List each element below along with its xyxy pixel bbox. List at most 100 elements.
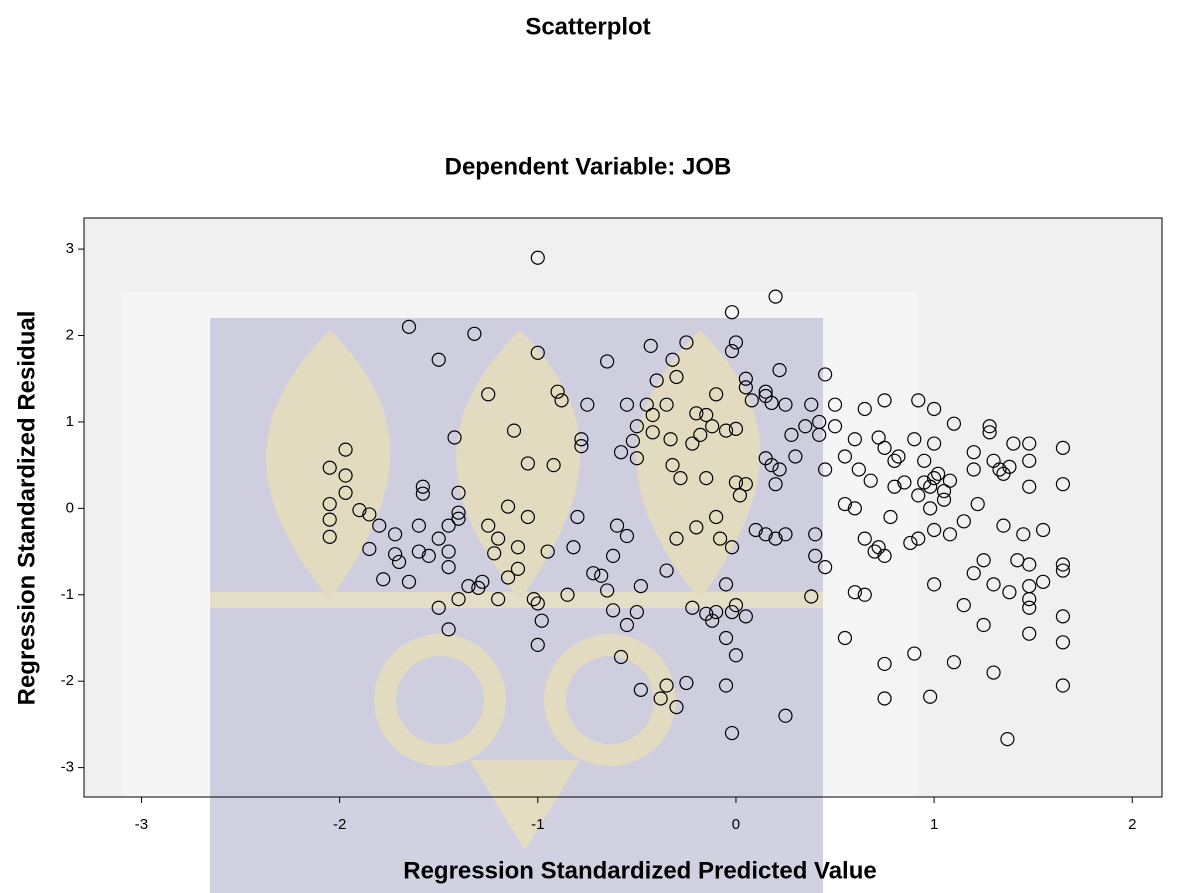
point <box>322 529 337 544</box>
point <box>923 479 938 494</box>
point <box>709 387 724 402</box>
point <box>778 527 793 542</box>
point <box>338 485 353 500</box>
x-tick-label: -3 <box>135 816 148 833</box>
point <box>768 477 783 492</box>
point <box>669 369 684 385</box>
point <box>936 492 952 507</box>
point <box>887 479 902 494</box>
point <box>772 362 787 378</box>
point <box>421 548 436 563</box>
point <box>798 419 813 434</box>
point <box>520 456 535 471</box>
point <box>837 496 853 512</box>
point <box>718 630 734 646</box>
point <box>956 514 971 529</box>
point <box>441 544 456 559</box>
point <box>738 371 753 386</box>
point <box>613 649 629 665</box>
point <box>451 511 466 526</box>
point <box>927 522 942 538</box>
point <box>1022 436 1037 451</box>
point <box>605 548 621 563</box>
point <box>451 505 466 520</box>
point <box>788 449 803 464</box>
plot-frame <box>83 217 1163 798</box>
point <box>506 423 522 438</box>
point <box>956 598 971 613</box>
point <box>883 509 898 525</box>
point <box>699 471 714 486</box>
x-tick-label: -1 <box>531 816 544 833</box>
point <box>388 547 403 562</box>
point <box>526 592 541 607</box>
point <box>705 613 720 628</box>
point <box>566 540 581 555</box>
point <box>1022 479 1037 494</box>
point <box>758 527 773 542</box>
point <box>986 577 1001 592</box>
point <box>718 678 734 693</box>
point <box>685 436 700 451</box>
point <box>804 397 819 412</box>
point <box>693 427 708 443</box>
point <box>1036 522 1051 538</box>
point <box>837 630 853 646</box>
point <box>685 600 700 615</box>
point <box>724 305 740 320</box>
point <box>391 554 407 570</box>
point <box>818 462 833 477</box>
point <box>709 509 724 525</box>
point <box>758 384 773 399</box>
point <box>903 535 918 551</box>
point <box>1022 600 1037 615</box>
point <box>322 460 337 475</box>
point <box>322 512 337 527</box>
point <box>629 451 644 466</box>
point <box>877 548 892 563</box>
point <box>732 488 748 503</box>
point <box>510 540 526 555</box>
point <box>1002 585 1017 600</box>
point <box>540 544 555 559</box>
point <box>837 449 853 464</box>
point <box>966 566 981 581</box>
point <box>857 401 872 417</box>
point <box>818 367 833 382</box>
point <box>500 570 516 585</box>
point <box>851 462 866 477</box>
point <box>415 486 430 501</box>
point <box>619 617 635 633</box>
point <box>738 609 753 624</box>
point <box>441 518 456 533</box>
point <box>724 604 740 620</box>
point <box>827 397 843 412</box>
y-tick-label: -1 <box>61 586 74 603</box>
point <box>530 637 545 653</box>
point <box>574 432 589 447</box>
point <box>401 319 417 334</box>
point <box>827 419 843 434</box>
point <box>772 462 787 477</box>
point <box>1055 440 1071 455</box>
point <box>1022 592 1037 607</box>
point <box>600 583 615 598</box>
point <box>857 587 872 602</box>
point <box>431 352 446 367</box>
point <box>927 577 942 592</box>
point <box>907 646 922 661</box>
point <box>996 518 1011 533</box>
point <box>1055 635 1071 650</box>
point <box>877 393 892 408</box>
point <box>778 708 793 723</box>
point <box>679 335 694 350</box>
point <box>930 466 946 481</box>
point <box>724 725 740 741</box>
point <box>530 250 545 265</box>
point <box>376 572 391 587</box>
point <box>643 338 658 353</box>
point <box>724 343 740 359</box>
point <box>1055 678 1071 693</box>
point <box>441 622 456 637</box>
point <box>923 689 938 704</box>
